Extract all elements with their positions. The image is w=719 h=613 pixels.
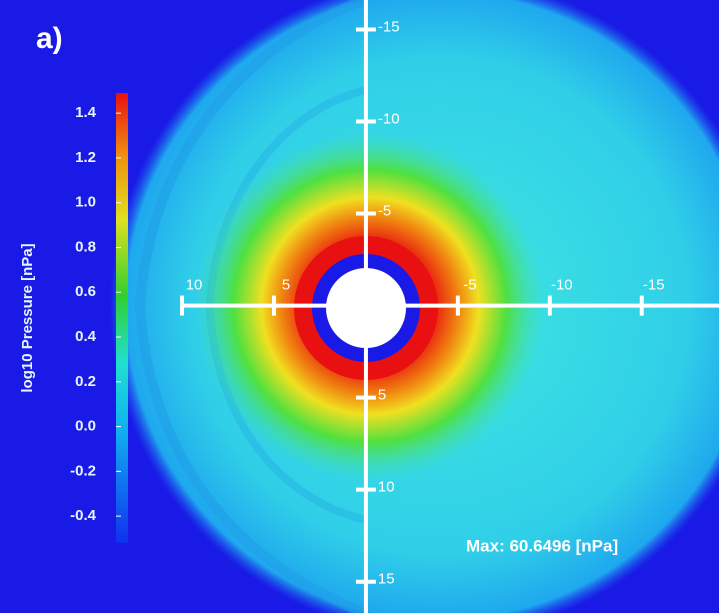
x-tick-label: 10 <box>186 277 203 294</box>
annotation: Max: 60.6496 [nPa] <box>466 536 618 555</box>
colorbar-tick-label: 1.2 <box>75 149 96 166</box>
y-tick-label: 15 <box>378 571 395 588</box>
x-tick-label: -15 <box>643 277 665 294</box>
x-tick-label: -5 <box>463 277 476 294</box>
colorbar-tick-label: 0.4 <box>75 328 97 345</box>
y-tick-label: -5 <box>378 203 391 220</box>
colorbar-tick-label: 0.8 <box>75 238 96 255</box>
y-tick-label: 5 <box>378 387 386 404</box>
x-tick-label: 5 <box>282 277 290 294</box>
y-tick-label: -15 <box>378 18 400 35</box>
colorbar-tick-label: -0.4 <box>70 507 97 524</box>
colorbar-tick-label: 0.6 <box>75 283 96 300</box>
y-tick-label: -10 <box>378 110 400 127</box>
colorbar-tick-label: 1.4 <box>75 104 97 121</box>
panel-label: a) <box>36 22 63 55</box>
x-tick-label: -10 <box>551 277 573 294</box>
colorbar <box>116 93 128 543</box>
colorbar-label: log10 Pressure [nPa] <box>19 243 36 392</box>
colorbar-tick-label: 0.0 <box>75 418 96 435</box>
colorbar-tick-label: 1.0 <box>75 194 96 211</box>
colorbar-tick-label: -0.2 <box>70 462 96 479</box>
y-tick-label: 10 <box>378 479 395 496</box>
colorbar-tick-label: 0.2 <box>75 373 96 390</box>
